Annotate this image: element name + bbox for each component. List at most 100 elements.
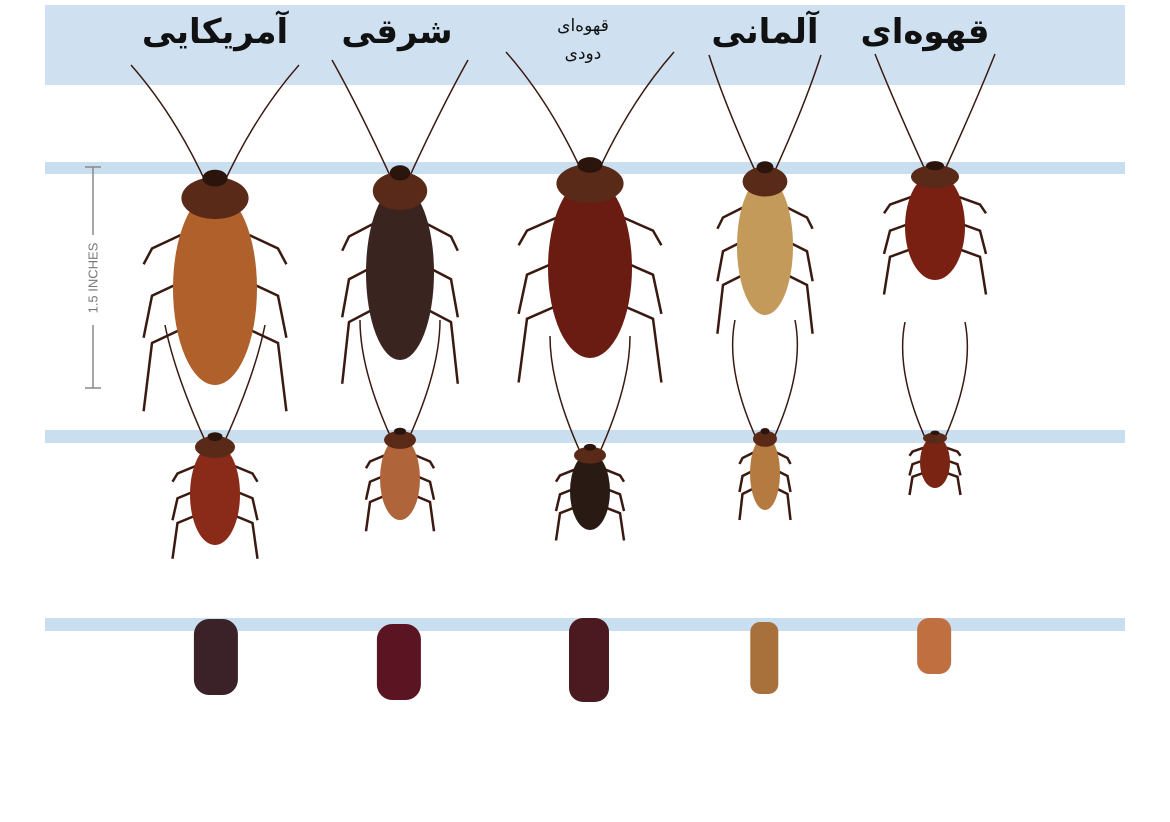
nymph-german-leg — [738, 486, 756, 521]
adult-brown-leg — [882, 194, 915, 215]
adult-brown-antenna — [874, 53, 928, 175]
nymph-german-antenna — [772, 319, 799, 441]
nymph-german-head — [760, 428, 770, 435]
adult-american-leg — [142, 231, 187, 265]
label-oriental: شرقی — [341, 12, 453, 52]
adult-american-leg — [142, 326, 187, 412]
label-german: آلمانی — [711, 12, 819, 52]
nymph-american-antenna — [164, 324, 208, 446]
adult-german-head — [756, 161, 774, 174]
nymph-american-pronotum — [195, 436, 235, 459]
nymph-american-leg — [232, 464, 259, 483]
nymph-german-pronotum — [753, 430, 777, 447]
adult-german-body — [737, 177, 793, 315]
adult-smokybrown-antenna — [505, 51, 583, 173]
nymph-smokybrown-head — [584, 443, 596, 451]
adult-oriental-leg — [423, 221, 459, 252]
nymph-smokybrown-leg — [554, 467, 577, 483]
adult-american-leg — [243, 231, 288, 265]
adult-brown-leg — [955, 246, 988, 295]
adult-oriental-pronotum — [372, 171, 428, 210]
adult-german-antenna — [708, 54, 758, 176]
nymph-american-body — [190, 443, 240, 545]
adult-smokybrown-head — [577, 157, 603, 173]
egg-case-oriental — [376, 624, 421, 700]
adult-american-body — [173, 191, 257, 385]
nymph-brown-antenna — [901, 321, 928, 443]
adult-brown-head — [926, 161, 944, 171]
adult-oriental-leg — [341, 221, 377, 252]
header-band — [45, 5, 1125, 85]
nymph-line — [45, 430, 1125, 443]
adult-german-leg — [716, 272, 746, 334]
nymph-brown-head — [930, 430, 940, 436]
adult-american-antenna — [130, 64, 208, 186]
adult-smokybrown-body — [548, 177, 632, 358]
nymph-smokybrown-leg — [603, 467, 626, 483]
adult-oriental-antenna — [331, 59, 393, 181]
nymph-american-leg — [171, 513, 198, 559]
adult-american-head — [202, 169, 228, 187]
nymph-oriental-antenna — [407, 319, 441, 441]
nymph-brown-leg — [945, 446, 962, 457]
label-smokybrown-line2: دودی — [564, 44, 602, 64]
label-smokybrown-line1: قهوه‌ای — [557, 16, 609, 36]
nymph-german-antenna — [731, 319, 758, 441]
scale-bar — [85, 166, 101, 389]
egg-case-brown — [917, 618, 952, 674]
adult-smokybrown-leg — [517, 214, 562, 246]
adult-german-pronotum — [742, 166, 788, 197]
adult-american-antenna — [222, 64, 300, 186]
nymph-american-antenna — [222, 324, 266, 446]
egg-case-smokybrown — [569, 618, 609, 702]
egg-case-german — [750, 622, 779, 694]
nymph-german-leg — [774, 486, 792, 521]
nymph-american-leg — [171, 464, 198, 483]
adult-oriental-antenna — [407, 59, 469, 181]
adult-smokybrown-leg — [618, 302, 663, 383]
label-american: آمریکایی — [141, 12, 289, 52]
adult-oriental-head — [389, 165, 411, 181]
adult-german-leg — [784, 272, 814, 334]
nymph-brown-leg — [908, 471, 925, 496]
adult-oriental-body — [366, 185, 434, 360]
adult-brown-antenna — [942, 53, 996, 175]
nymph-brown-leg — [945, 471, 962, 496]
nymph-oriental-leg — [413, 453, 436, 469]
nymph-american-head — [207, 432, 223, 442]
nymph-american-leg — [232, 513, 259, 559]
nymph-smokybrown-body — [570, 452, 610, 530]
nymph-oriental-antenna — [359, 319, 393, 441]
adult-oriental-leg — [340, 306, 377, 384]
nymph-smokybrown-antenna — [597, 335, 631, 457]
nymph-german-leg — [738, 450, 756, 465]
adult-brown-pronotum — [911, 165, 959, 189]
nymph-oriental-body — [380, 437, 420, 520]
adult-american-pronotum — [181, 177, 249, 220]
adult-smokybrown-pronotum — [556, 163, 624, 204]
adult-brown-leg — [882, 246, 915, 295]
nymph-oriental-leg — [364, 453, 387, 469]
label-smokybrown: قهوه‌ای دودی — [557, 12, 609, 68]
nymph-brown-leg — [908, 446, 925, 457]
adult-american-leg — [243, 326, 288, 412]
nymph-german-body — [750, 436, 780, 511]
nymph-brown-pronotum — [923, 432, 947, 444]
adult-smokybrown-antenna — [597, 51, 675, 173]
label-brown: قهوه‌ای — [860, 12, 990, 52]
nymph-oriental-leg — [413, 494, 436, 532]
nymph-brown-body — [920, 436, 950, 488]
nymph-smokybrown-pronotum — [574, 446, 606, 464]
nymph-oriental-head — [394, 427, 406, 435]
adult-brown-leg — [955, 194, 988, 215]
adult-german-leg — [784, 205, 814, 230]
nymph-german-leg — [774, 450, 792, 465]
adult-german-antenna — [772, 54, 822, 176]
egg-case-american — [193, 619, 238, 695]
nymph-oriental-leg — [364, 494, 387, 532]
nymph-oriental-pronotum — [384, 430, 416, 449]
adult-oriental-leg — [423, 306, 460, 384]
adult-german-leg — [716, 205, 746, 230]
